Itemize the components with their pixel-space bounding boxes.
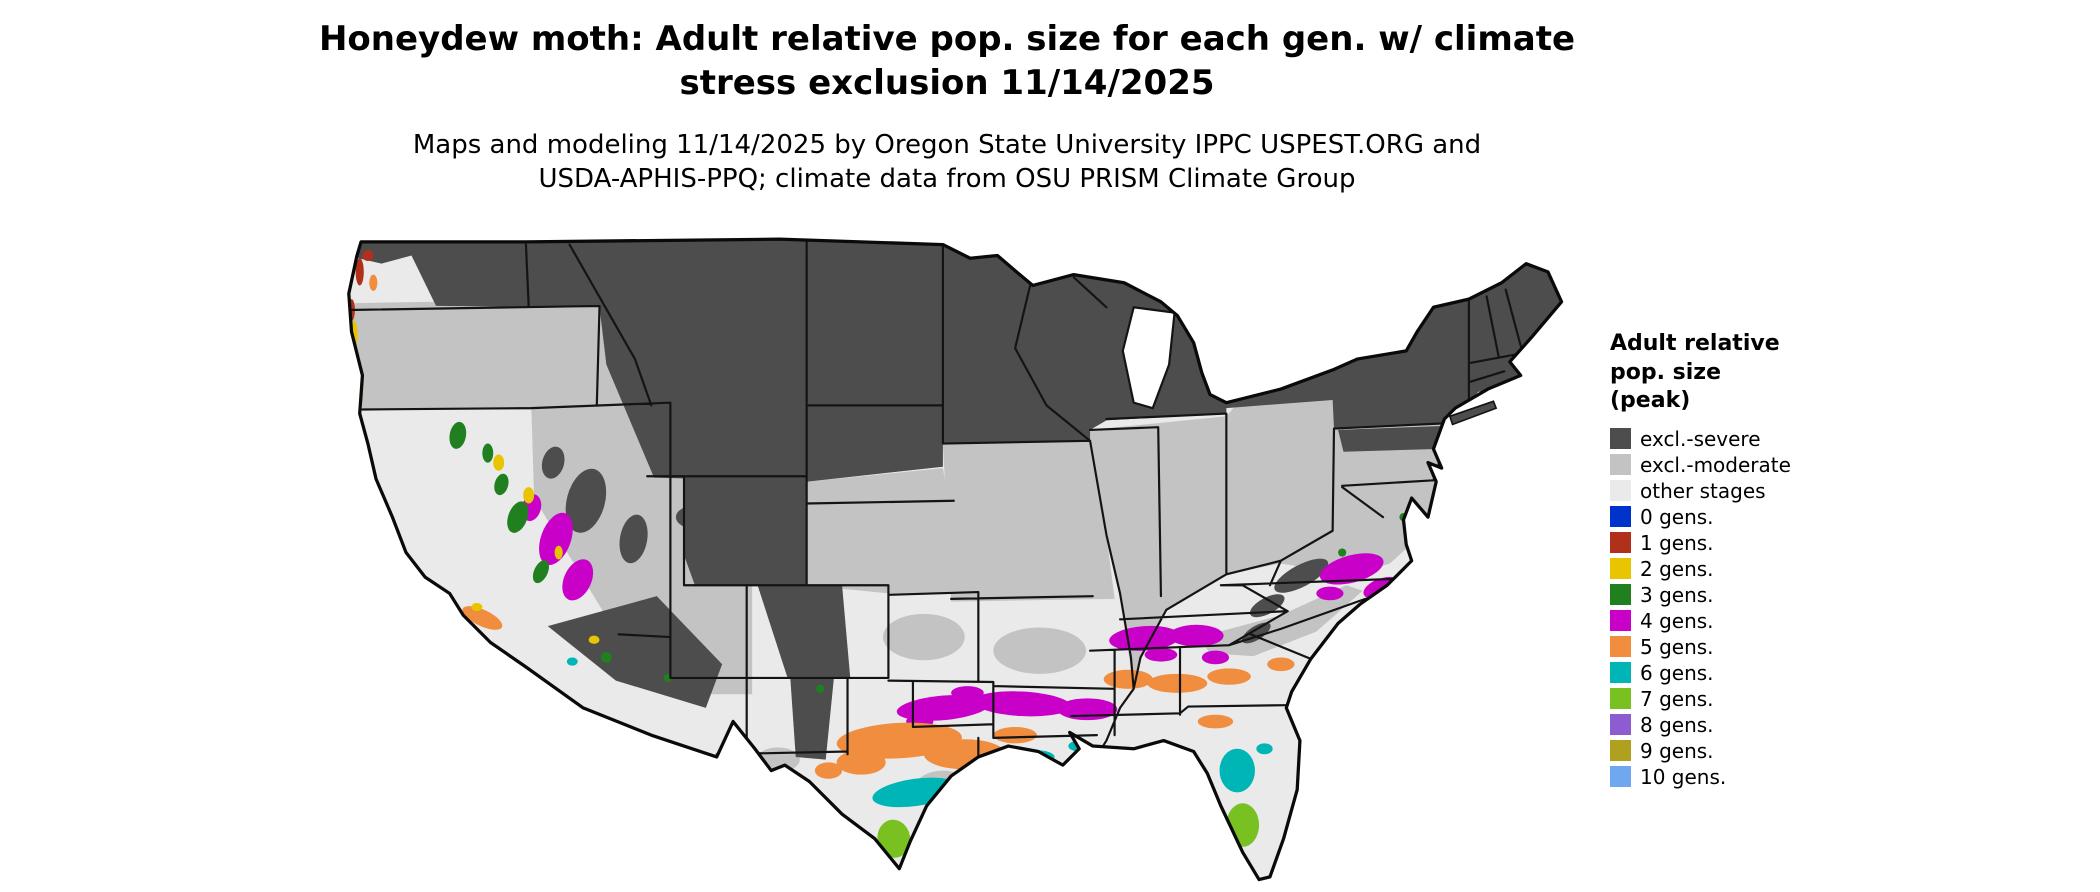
legend-row: 2 gens. (1610, 556, 1870, 582)
legend-row: 4 gens. (1610, 608, 1870, 634)
legend-label: excl.-moderate (1640, 452, 1791, 477)
legend-row: 0 gens. (1610, 504, 1870, 530)
title-line-1: Honeydew moth: Adult relative pop. size … (318, 19, 1576, 59)
legend-label: 9 gens. (1640, 738, 1714, 763)
us-generation-map (327, 228, 1567, 892)
subtitle-line-2: USDA-APHIS-PPQ; climate data from OSU PR… (538, 163, 1356, 194)
legend-swatch (1610, 766, 1631, 788)
legend-swatch (1610, 428, 1631, 450)
legend-label: 0 gens. (1640, 504, 1714, 529)
legend-row: 8 gens. (1610, 712, 1870, 738)
legend-title: Adult relative pop. size (peak) (1610, 330, 1870, 416)
legend-label: 10 gens. (1640, 764, 1727, 789)
legend-label: 3 gens. (1640, 582, 1714, 607)
legend-swatch (1610, 480, 1631, 502)
legend-swatch (1610, 610, 1631, 632)
state-borders (348, 239, 1524, 764)
header: Honeydew moth: Adult relative pop. size … (0, 18, 1894, 197)
legend-title-line-1: Adult relative (1610, 331, 1780, 356)
map-subtitle: Maps and modeling 11/14/2025 by Oregon S… (0, 129, 1894, 197)
legend-row: 9 gens. (1610, 738, 1870, 764)
legend-swatch (1610, 584, 1631, 606)
legend-label: 6 gens. (1640, 660, 1714, 685)
legend-rows: excl.-severe excl.-moderate other stages… (1610, 426, 1870, 790)
conus-outline (347, 237, 1564, 882)
legend-label: 5 gens. (1640, 634, 1714, 659)
conus-map-svg (347, 237, 1564, 885)
legend-swatch (1610, 506, 1631, 528)
legend-swatch (1610, 662, 1631, 684)
legend-row: excl.-severe (1610, 426, 1870, 452)
legend-row: 10 gens. (1610, 764, 1870, 790)
long-island (1448, 400, 1498, 426)
legend-swatch (1610, 688, 1631, 710)
legend-label: excl.-severe (1640, 426, 1761, 451)
region-7-gens (877, 803, 1260, 858)
legend-swatch (1610, 532, 1631, 554)
legend-row: excl.-moderate (1610, 452, 1870, 478)
legend-swatch (1610, 740, 1631, 762)
subtitle-line-1: Maps and modeling 11/14/2025 by Oregon S… (412, 130, 1482, 161)
legend-row: 6 gens. (1610, 660, 1870, 686)
legend-label: 1 gens. (1640, 530, 1714, 555)
region-3-gens (449, 421, 1408, 693)
legend-title-line-3: (peak) (1610, 388, 1691, 414)
region-8-gens (1262, 880, 1273, 885)
legend-label: 2 gens. (1640, 556, 1714, 581)
region-4-gens (521, 494, 1400, 729)
legend: Adult relative pop. size (peak) excl.-se… (1610, 330, 1870, 790)
legend-label: 7 gens. (1640, 686, 1714, 711)
title-line-2: stress exclusion 11/14/2025 (679, 62, 1215, 103)
legend-swatch (1610, 714, 1631, 736)
legend-label: other stages (1640, 478, 1766, 503)
legend-row: 5 gens. (1610, 634, 1870, 660)
legend-swatch (1610, 454, 1631, 476)
legend-row: 1 gens. (1610, 530, 1870, 556)
legend-row: 7 gens. (1610, 686, 1870, 712)
legend-title-line-2: pop. size (1610, 359, 1721, 385)
legend-swatch (1610, 558, 1631, 580)
legend-row: 3 gens. (1610, 582, 1870, 608)
legend-row: other stages (1610, 478, 1870, 504)
legend-label: 4 gens. (1640, 608, 1714, 633)
map-title: Honeydew moth: Adult relative pop. size … (0, 18, 1894, 105)
legend-swatch (1610, 636, 1631, 658)
legend-label: 8 gens. (1640, 712, 1714, 737)
